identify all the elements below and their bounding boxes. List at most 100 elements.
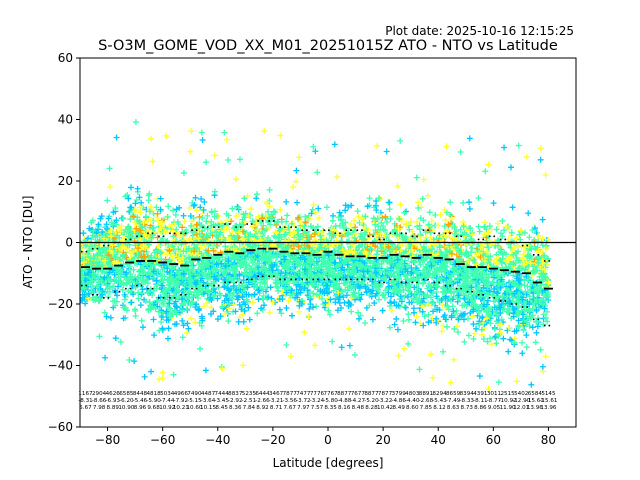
data-point (269, 214, 276, 221)
data-point (285, 298, 292, 305)
data-point (488, 341, 495, 348)
data-point (339, 288, 346, 295)
data-point (497, 304, 504, 311)
data-point (153, 214, 160, 221)
data-point (230, 262, 237, 269)
data-point (89, 232, 96, 239)
data-point (272, 209, 279, 216)
data-point (478, 326, 485, 333)
data-point (507, 265, 514, 272)
data-point (503, 287, 510, 294)
data-point (250, 274, 257, 281)
data-point (217, 257, 224, 264)
data-point (82, 300, 89, 307)
data-point (301, 285, 308, 292)
data-point (296, 308, 303, 315)
data-point (240, 235, 247, 242)
data-point (148, 218, 155, 225)
data-point (139, 286, 146, 293)
data-point (484, 240, 491, 247)
data-point (424, 192, 431, 199)
data-point (281, 262, 288, 269)
data-point (366, 302, 373, 309)
data-point (103, 282, 110, 289)
data-point (510, 272, 517, 279)
data-point (430, 308, 437, 315)
data-point (128, 229, 135, 236)
data-point (281, 285, 288, 292)
data-point (282, 270, 289, 277)
data-point (475, 223, 482, 230)
data-point (446, 234, 453, 241)
data-point (428, 302, 435, 309)
data-point (166, 223, 173, 230)
data-point (357, 296, 364, 303)
data-point (441, 223, 448, 230)
data-point (484, 297, 491, 304)
data-point (252, 248, 259, 255)
data-point (514, 292, 521, 299)
data-point (402, 304, 409, 311)
data-point (244, 284, 251, 291)
data-point (91, 242, 98, 249)
data-point (386, 248, 393, 255)
data-point (404, 293, 411, 300)
data-point (417, 320, 424, 327)
data-point (525, 210, 532, 217)
data-point (241, 214, 248, 221)
data-point (196, 305, 203, 312)
data-point (450, 270, 457, 277)
data-point (266, 186, 273, 193)
data-point (425, 319, 432, 326)
data-point (416, 290, 423, 297)
data-point (185, 278, 192, 285)
data-point (355, 283, 362, 290)
data-point (244, 298, 251, 305)
data-point (262, 265, 269, 272)
data-point (173, 226, 180, 233)
data-point (217, 229, 224, 236)
data-point (338, 244, 345, 251)
data-point (190, 266, 197, 273)
data-point (181, 287, 188, 294)
data-point (355, 293, 362, 300)
data-point (448, 312, 455, 319)
data-point (275, 287, 282, 294)
data-point (176, 292, 183, 299)
data-point (348, 308, 355, 315)
data-point (264, 295, 271, 302)
data-point (347, 301, 354, 308)
data-point (464, 315, 471, 322)
data-point (254, 310, 261, 317)
data-point (429, 246, 436, 253)
data-point (391, 299, 398, 306)
data-point (436, 306, 443, 313)
data-point (290, 266, 297, 273)
data-point (489, 292, 496, 299)
data-point (475, 195, 482, 202)
data-point (490, 200, 497, 207)
data-point (308, 277, 315, 284)
data-point (515, 257, 522, 264)
data-point (172, 289, 179, 296)
data-point (405, 284, 412, 291)
data-point (499, 217, 506, 224)
data-point (469, 278, 476, 285)
data-point (446, 242, 453, 249)
data-point (394, 244, 401, 251)
data-point (313, 303, 320, 310)
data-point (155, 242, 162, 249)
data-point (491, 238, 498, 245)
data-point (264, 276, 271, 283)
data-point (329, 217, 336, 224)
data-point (157, 195, 164, 202)
data-point (432, 212, 439, 219)
data-point (381, 232, 388, 239)
data-point (153, 297, 160, 304)
data-point (521, 282, 528, 289)
data-point (114, 292, 121, 299)
data-point (395, 214, 402, 221)
data-point (125, 288, 132, 295)
data-point (142, 279, 149, 286)
data-point (195, 266, 202, 273)
